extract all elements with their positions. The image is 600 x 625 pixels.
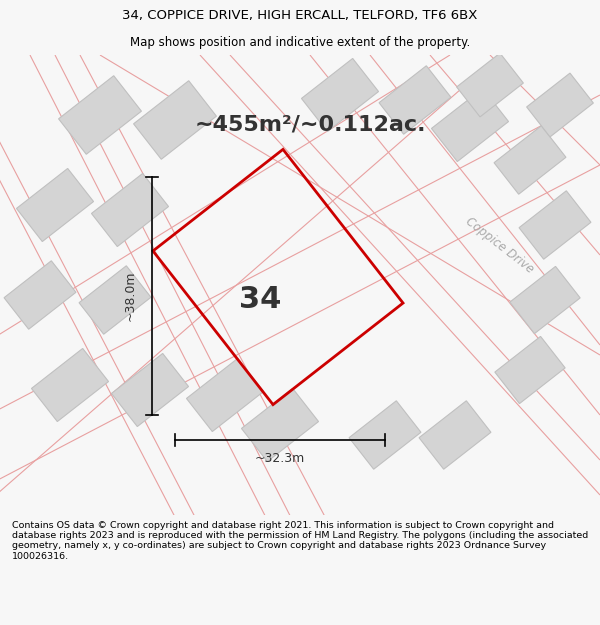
- Polygon shape: [527, 73, 593, 137]
- Text: Map shows position and indicative extent of the property.: Map shows position and indicative extent…: [130, 36, 470, 49]
- Polygon shape: [112, 354, 188, 426]
- Text: 34, COPPICE DRIVE, HIGH ERCALL, TELFORD, TF6 6BX: 34, COPPICE DRIVE, HIGH ERCALL, TELFORD,…: [122, 9, 478, 22]
- Polygon shape: [79, 266, 151, 334]
- Text: Contains OS data © Crown copyright and database right 2021. This information is : Contains OS data © Crown copyright and d…: [12, 521, 588, 561]
- Polygon shape: [494, 126, 566, 194]
- Polygon shape: [91, 174, 169, 246]
- Polygon shape: [31, 349, 109, 421]
- Text: 34: 34: [239, 286, 281, 314]
- Polygon shape: [431, 89, 509, 161]
- Text: Coppice Drive: Coppice Drive: [463, 214, 536, 276]
- Polygon shape: [241, 389, 319, 461]
- Polygon shape: [457, 53, 523, 117]
- Polygon shape: [495, 336, 565, 404]
- Polygon shape: [510, 266, 580, 334]
- Text: ~455m²/~0.112ac.: ~455m²/~0.112ac.: [195, 115, 427, 135]
- Polygon shape: [59, 76, 142, 154]
- Polygon shape: [134, 81, 217, 159]
- Polygon shape: [187, 359, 263, 431]
- Text: ~32.3m: ~32.3m: [255, 451, 305, 464]
- Polygon shape: [419, 401, 491, 469]
- Polygon shape: [301, 59, 379, 131]
- Polygon shape: [519, 191, 591, 259]
- Polygon shape: [349, 401, 421, 469]
- Polygon shape: [4, 261, 76, 329]
- Polygon shape: [379, 66, 451, 134]
- Text: ~38.0m: ~38.0m: [124, 271, 137, 321]
- Polygon shape: [16, 169, 94, 241]
